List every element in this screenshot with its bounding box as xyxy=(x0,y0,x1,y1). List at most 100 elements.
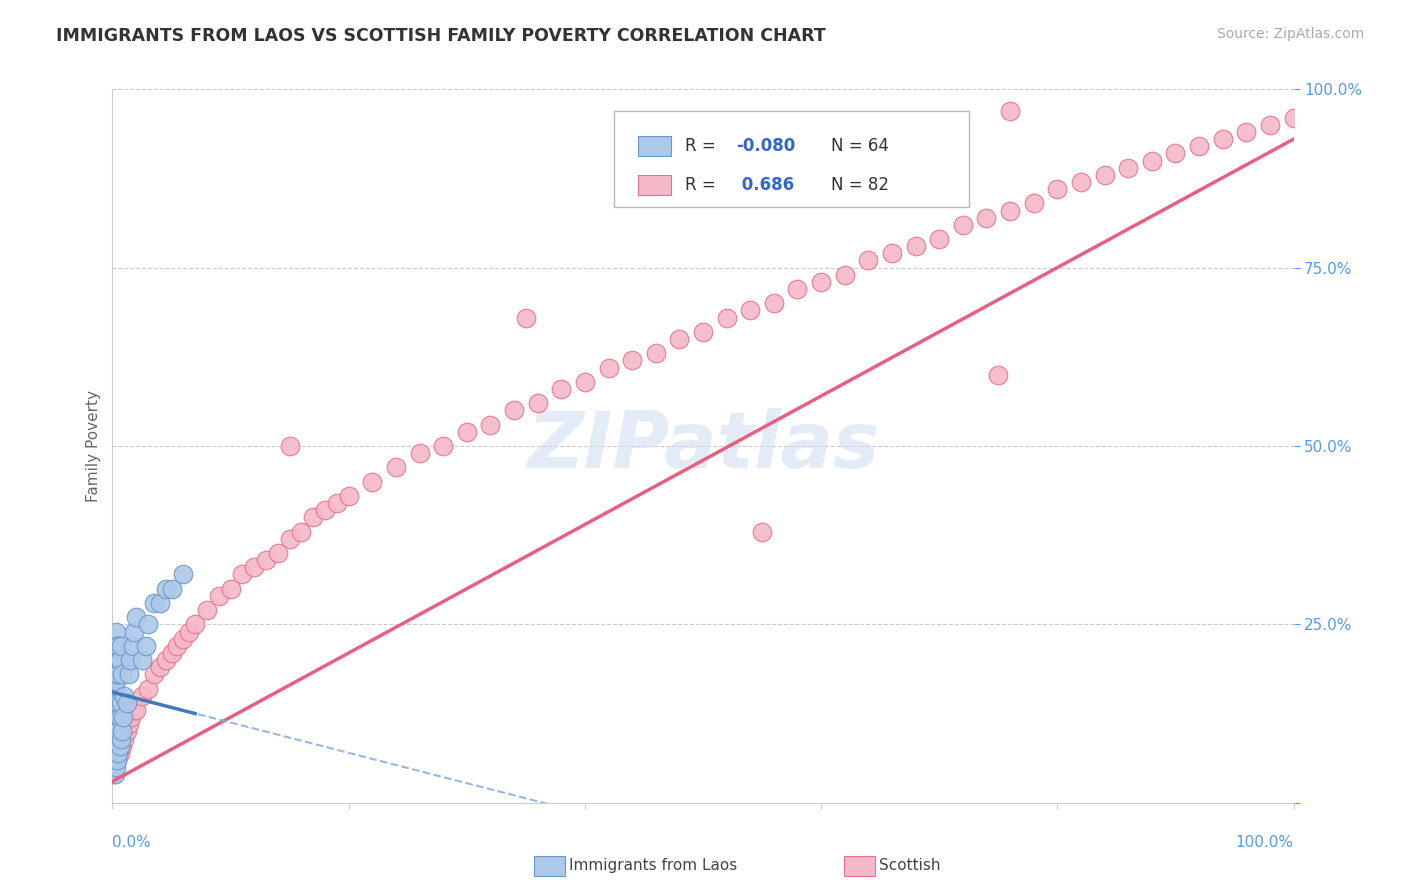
Point xyxy=(149,660,172,674)
Text: IMMIGRANTS FROM LAOS VS SCOTTISH FAMILY POVERTY CORRELATION CHART: IMMIGRANTS FROM LAOS VS SCOTTISH FAMILY … xyxy=(56,27,825,45)
Point xyxy=(105,724,128,739)
Point xyxy=(219,582,242,596)
Point xyxy=(104,724,127,739)
Point xyxy=(107,639,129,653)
Point xyxy=(103,710,125,724)
Point xyxy=(692,325,714,339)
Point xyxy=(122,624,145,639)
Point xyxy=(105,696,128,710)
Point xyxy=(1116,161,1139,175)
Point xyxy=(810,275,832,289)
Point xyxy=(526,396,548,410)
Point xyxy=(135,639,157,653)
Point xyxy=(160,646,183,660)
Point xyxy=(103,667,125,681)
Point xyxy=(111,667,134,681)
Point xyxy=(155,653,177,667)
Text: Source: ZipAtlas.com: Source: ZipAtlas.com xyxy=(1216,27,1364,41)
Text: Scottish: Scottish xyxy=(879,858,941,872)
Point xyxy=(112,731,135,746)
Point xyxy=(107,724,129,739)
Point xyxy=(254,553,277,567)
Point xyxy=(118,667,141,681)
Point xyxy=(361,475,384,489)
Point xyxy=(105,746,128,760)
Point xyxy=(110,696,132,710)
Point xyxy=(103,753,125,767)
Point xyxy=(314,503,336,517)
Point xyxy=(385,460,408,475)
Point xyxy=(131,689,153,703)
Point xyxy=(131,653,153,667)
Bar xyxy=(638,136,671,156)
Point xyxy=(302,510,325,524)
Point xyxy=(104,639,127,653)
Point xyxy=(107,746,129,760)
Text: -0.080: -0.080 xyxy=(737,137,796,155)
Point xyxy=(108,653,131,667)
Point xyxy=(1234,125,1257,139)
Point xyxy=(103,767,125,781)
Point xyxy=(326,496,349,510)
Point xyxy=(105,639,128,653)
Point xyxy=(479,417,502,432)
Point xyxy=(105,753,128,767)
Point xyxy=(1070,175,1092,189)
Point xyxy=(1212,132,1234,146)
Point xyxy=(408,446,430,460)
Point xyxy=(621,353,644,368)
Point xyxy=(118,717,141,731)
Point xyxy=(976,211,998,225)
Point xyxy=(104,760,127,774)
Point xyxy=(172,632,194,646)
Point xyxy=(108,739,131,753)
Point xyxy=(105,674,128,689)
Point xyxy=(115,724,138,739)
Point xyxy=(503,403,526,417)
Point xyxy=(1046,182,1069,196)
Point xyxy=(107,746,129,760)
Point xyxy=(105,703,128,717)
Point xyxy=(155,582,177,596)
Point xyxy=(136,617,159,632)
Point xyxy=(880,246,903,260)
Point xyxy=(1282,111,1305,125)
Text: R =: R = xyxy=(685,176,721,194)
Point xyxy=(644,346,666,360)
Point xyxy=(105,731,128,746)
Bar xyxy=(638,175,671,195)
Point xyxy=(105,753,128,767)
Point xyxy=(111,739,134,753)
FancyBboxPatch shape xyxy=(614,111,969,207)
Point xyxy=(112,710,135,724)
Y-axis label: Family Poverty: Family Poverty xyxy=(86,390,101,502)
Text: N = 64: N = 64 xyxy=(831,137,889,155)
Point xyxy=(105,624,128,639)
Point xyxy=(104,767,127,781)
Point xyxy=(107,696,129,710)
Point xyxy=(115,696,138,710)
Point xyxy=(104,696,127,710)
Point xyxy=(598,360,620,375)
Point xyxy=(1022,196,1045,211)
Point xyxy=(104,653,127,667)
Point xyxy=(751,524,773,539)
Point xyxy=(107,667,129,681)
Point xyxy=(179,624,201,639)
Point xyxy=(110,731,132,746)
Point xyxy=(103,731,125,746)
Text: 0.0%: 0.0% xyxy=(112,836,152,850)
Point xyxy=(112,731,135,746)
Point xyxy=(125,703,148,717)
Point xyxy=(105,753,128,767)
Point xyxy=(1188,139,1211,153)
Point xyxy=(142,667,165,681)
Point xyxy=(858,253,880,268)
Point xyxy=(105,739,128,753)
Point xyxy=(172,567,194,582)
Point xyxy=(103,681,125,696)
Point xyxy=(456,425,478,439)
Point xyxy=(928,232,950,246)
Point xyxy=(136,681,159,696)
Point xyxy=(998,203,1021,218)
